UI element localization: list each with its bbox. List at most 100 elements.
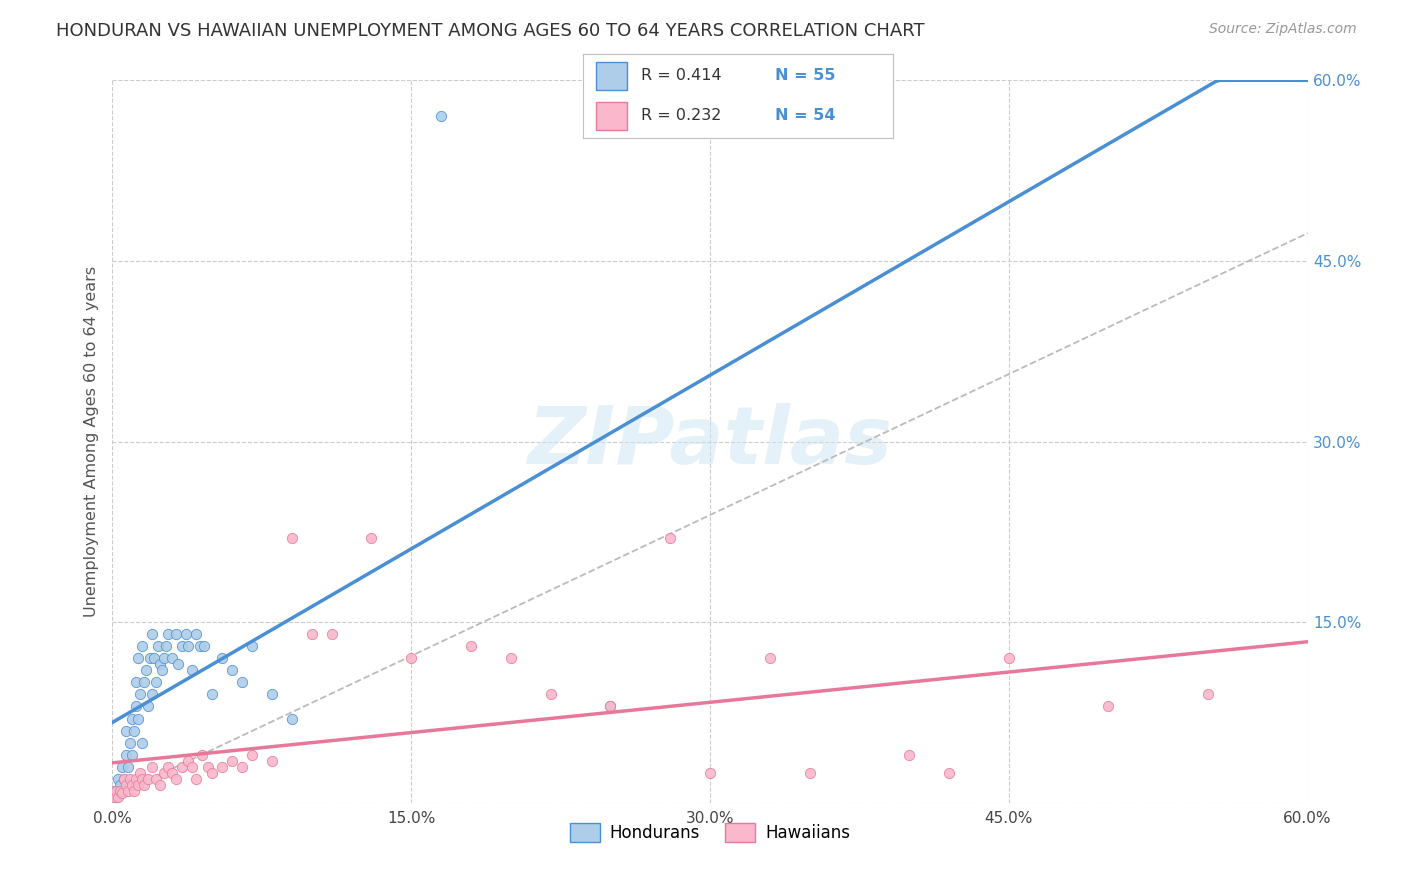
Point xyxy=(181,760,204,774)
Point xyxy=(105,789,128,804)
Point xyxy=(111,784,134,798)
Point xyxy=(177,754,200,768)
Point xyxy=(124,784,146,798)
Point xyxy=(165,627,187,641)
Point xyxy=(115,723,138,738)
Point xyxy=(141,760,163,774)
Point xyxy=(117,784,139,798)
Point xyxy=(111,786,134,800)
Point xyxy=(260,754,283,768)
Point xyxy=(231,760,253,774)
Point xyxy=(167,657,190,672)
Point xyxy=(898,747,921,762)
Point xyxy=(153,765,176,780)
Point xyxy=(221,664,243,678)
Point xyxy=(115,747,138,762)
Point xyxy=(430,109,453,123)
Point xyxy=(186,627,208,641)
Point xyxy=(138,772,160,786)
Point xyxy=(107,786,129,800)
Point xyxy=(181,664,204,678)
Point xyxy=(211,760,233,774)
Point xyxy=(120,772,142,786)
Point xyxy=(103,784,125,798)
Point xyxy=(177,639,200,653)
Point xyxy=(121,712,143,726)
Point xyxy=(186,772,208,786)
Point xyxy=(281,531,304,545)
Point xyxy=(938,765,960,780)
Point xyxy=(281,712,304,726)
Point xyxy=(127,712,149,726)
Point xyxy=(110,784,132,798)
Point xyxy=(211,651,233,665)
Point xyxy=(172,639,194,653)
Point xyxy=(197,760,219,774)
Point xyxy=(153,651,176,665)
Text: R = 0.232: R = 0.232 xyxy=(641,108,721,123)
Point xyxy=(134,778,156,792)
Point xyxy=(799,765,821,780)
Point xyxy=(301,627,323,641)
Point xyxy=(240,747,263,762)
Point xyxy=(172,760,194,774)
Point xyxy=(138,699,160,714)
Point xyxy=(174,627,197,641)
Point xyxy=(134,675,156,690)
Point xyxy=(107,789,129,804)
Point xyxy=(157,760,180,774)
Point xyxy=(143,651,166,665)
Point xyxy=(125,675,148,690)
Point xyxy=(360,531,382,545)
Point xyxy=(165,772,187,786)
Legend: Hondurans, Hawaiians: Hondurans, Hawaiians xyxy=(564,816,856,848)
Point xyxy=(221,754,243,768)
Point xyxy=(155,639,177,653)
Text: Source: ZipAtlas.com: Source: ZipAtlas.com xyxy=(1209,22,1357,37)
Point xyxy=(191,747,214,762)
Text: HONDURAN VS HAWAIIAN UNEMPLOYMENT AMONG AGES 60 TO 64 YEARS CORRELATION CHART: HONDURAN VS HAWAIIAN UNEMPLOYMENT AMONG … xyxy=(56,22,925,40)
Point xyxy=(599,699,621,714)
Point xyxy=(124,723,146,738)
Bar xyxy=(596,62,627,90)
Point xyxy=(157,627,180,641)
Point xyxy=(110,778,132,792)
Point xyxy=(499,651,522,665)
Point xyxy=(759,651,782,665)
Bar xyxy=(596,102,627,130)
Point xyxy=(193,639,215,653)
Point xyxy=(131,735,153,749)
Point xyxy=(125,772,148,786)
Point xyxy=(111,760,134,774)
Point xyxy=(240,639,263,653)
Point xyxy=(148,639,170,653)
Point xyxy=(201,687,224,701)
Point xyxy=(149,657,172,672)
Point xyxy=(141,687,163,701)
Point xyxy=(188,639,211,653)
Point xyxy=(141,627,163,641)
Point xyxy=(659,531,682,545)
Point xyxy=(1197,687,1219,701)
Point xyxy=(121,747,143,762)
Point xyxy=(131,772,153,786)
Point xyxy=(127,651,149,665)
Point xyxy=(162,765,183,780)
Point xyxy=(231,675,253,690)
Point xyxy=(1097,699,1119,714)
Text: N = 54: N = 54 xyxy=(775,108,835,123)
Point xyxy=(129,765,152,780)
Point xyxy=(540,687,562,701)
Point xyxy=(125,699,148,714)
Point xyxy=(127,778,149,792)
Point xyxy=(103,789,125,804)
Point xyxy=(260,687,283,701)
Point xyxy=(117,760,139,774)
Point xyxy=(162,651,183,665)
Point xyxy=(599,699,621,714)
Point xyxy=(321,627,343,641)
Point xyxy=(120,735,142,749)
Text: ZIPatlas: ZIPatlas xyxy=(527,402,893,481)
Point xyxy=(131,639,153,653)
Point xyxy=(107,772,129,786)
